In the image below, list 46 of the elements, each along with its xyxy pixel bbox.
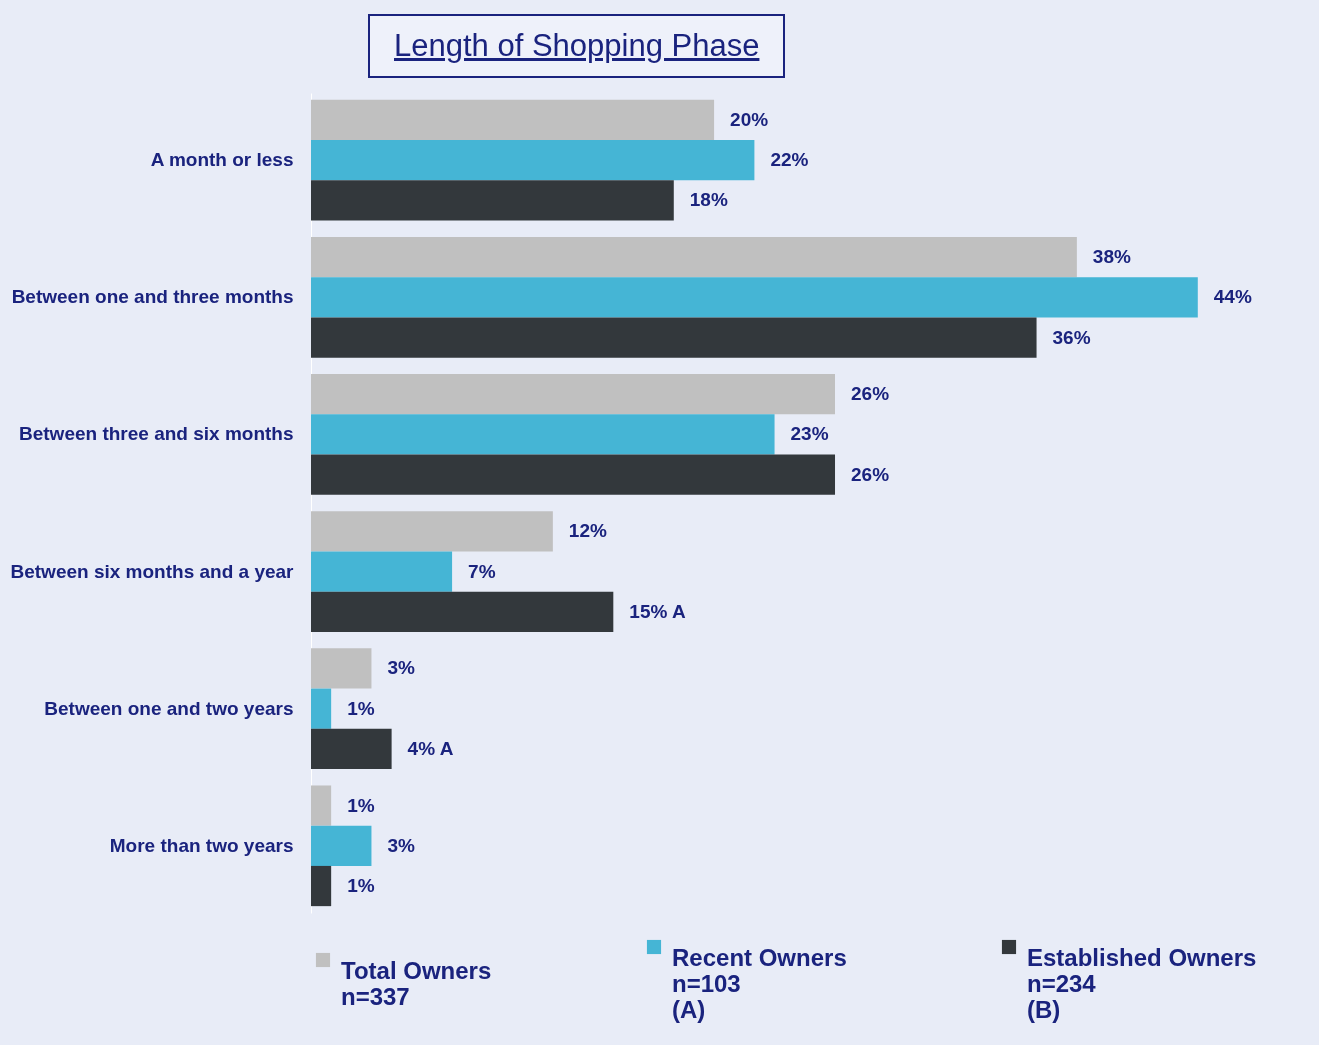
data-label: 7%: [468, 560, 496, 582]
data-label: 12%: [568, 520, 607, 542]
legend-label: Total Owners n=337: [341, 957, 492, 1010]
data-label: 23%: [790, 423, 829, 445]
bar: [311, 688, 332, 729]
y-tick-label: A month or less: [150, 149, 294, 171]
data-label: 26%: [851, 383, 890, 405]
data-label: 15% A: [629, 600, 686, 622]
y-tick-label: Between six months and a year: [10, 560, 295, 582]
bar: [311, 99, 715, 141]
data-label: 18%: [689, 189, 728, 211]
bar: [311, 648, 372, 689]
y-tick-label: More than two years: [109, 834, 294, 856]
data-label: 44%: [1213, 286, 1252, 308]
bar: [311, 511, 553, 552]
bar: [311, 825, 372, 866]
bar: [311, 591, 614, 632]
data-label: 4% A: [407, 737, 454, 759]
bar: [311, 277, 1198, 318]
legend-label: Recent Owners n=103 (A): [672, 944, 847, 1023]
y-tick-label: Between one and three months: [11, 286, 294, 308]
bar: [311, 317, 1037, 358]
bar: [311, 865, 332, 907]
data-label: 1%: [347, 697, 375, 719]
data-label: 22%: [770, 149, 809, 171]
chart-title: Length of Shopping Phase: [368, 14, 786, 78]
bar: [311, 785, 332, 826]
data-label: 38%: [1092, 246, 1131, 268]
bar: [311, 414, 775, 455]
data-label: 36%: [1052, 326, 1091, 348]
data-label: 3%: [387, 657, 416, 679]
y-tick-label: Between one and two years: [44, 697, 294, 719]
bar: [311, 728, 392, 770]
bar: [311, 454, 836, 495]
y-tick-label: Between three and six months: [18, 423, 294, 445]
data-label: 1%: [347, 794, 375, 816]
bar: [311, 551, 453, 592]
bar: [311, 374, 836, 415]
data-label: 26%: [851, 463, 890, 485]
data-label: 3%: [387, 834, 416, 856]
data-label: 20%: [730, 108, 769, 130]
data-label: 1%: [347, 875, 375, 897]
bar: [311, 140, 755, 181]
bar: [311, 180, 674, 221]
legend-label: Established Owners n=234 (B): [1027, 944, 1257, 1023]
bar: [311, 236, 1077, 278]
